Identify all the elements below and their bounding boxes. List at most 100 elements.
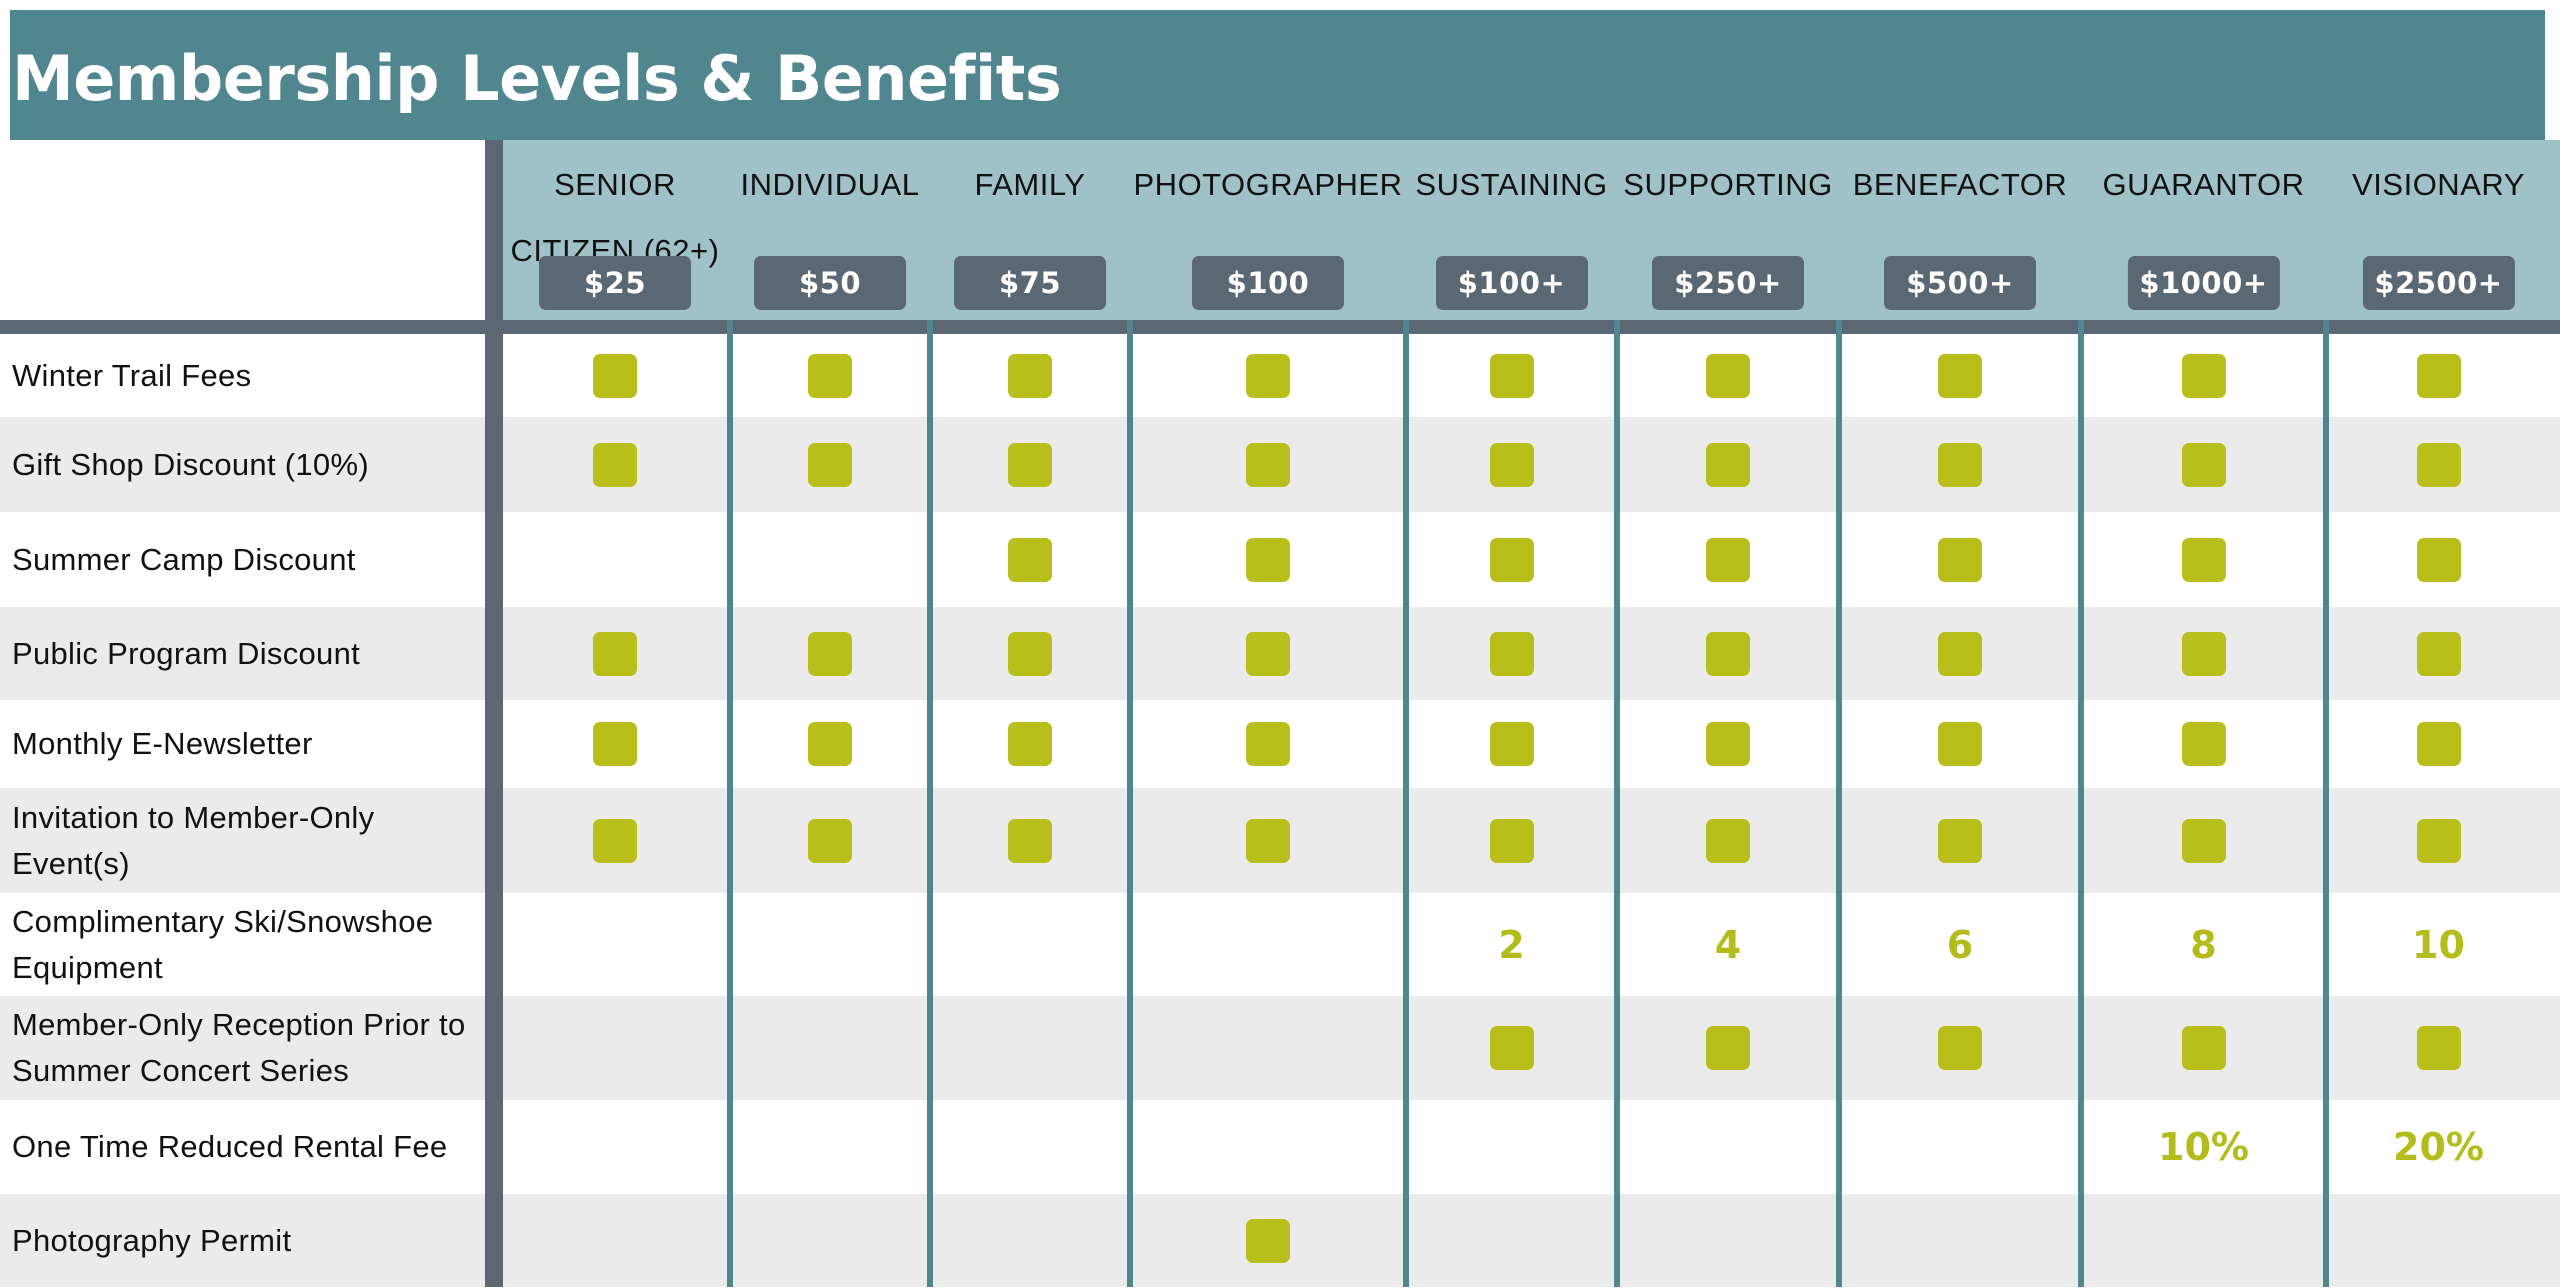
price-badge: $2500+ bbox=[2362, 256, 2515, 310]
check-mark-icon bbox=[1489, 1026, 1534, 1070]
benefit-cell bbox=[933, 996, 1127, 1100]
tier-header: SENIOR CITIZEN (62+) $25 bbox=[503, 140, 727, 320]
benefit-label: Winter Trail Fees bbox=[12, 357, 252, 393]
benefit-cell bbox=[1620, 700, 1836, 788]
check-mark-icon bbox=[1489, 442, 1534, 487]
benefit-cell bbox=[933, 334, 1127, 417]
price-badge: $250+ bbox=[1652, 256, 1804, 310]
price-badge: $100 bbox=[1192, 256, 1344, 310]
benefit-cell bbox=[1842, 700, 2078, 788]
benefit-cell bbox=[1133, 788, 1403, 893]
check-mark-icon bbox=[1008, 818, 1052, 863]
tier-header: SUSTAINING $100+ bbox=[1409, 140, 1614, 320]
column-divider bbox=[927, 140, 933, 1287]
benefit-value: 8 bbox=[2190, 922, 2217, 967]
benefit-cell bbox=[503, 893, 727, 996]
benefit-cell bbox=[733, 334, 927, 417]
check-mark-icon bbox=[1246, 722, 1290, 766]
benefit-value: 20% bbox=[2393, 1125, 2484, 1169]
tier-name: VISIONARY bbox=[2352, 167, 2525, 202]
check-mark-icon bbox=[1008, 442, 1052, 487]
row-edge bbox=[2548, 1194, 2560, 1287]
benefit-cell bbox=[733, 1100, 927, 1194]
benefit-cell bbox=[733, 607, 927, 700]
benefit-cell bbox=[1842, 1100, 2078, 1194]
benefit-cell: 10% bbox=[2084, 1100, 2323, 1194]
check-mark-icon bbox=[2416, 442, 2461, 487]
benefit-cell bbox=[1620, 788, 1836, 893]
benefit-cell bbox=[1842, 996, 2078, 1100]
benefit-cell bbox=[1620, 334, 1836, 417]
benefit-cell bbox=[2329, 607, 2548, 700]
benefit-cell bbox=[1133, 334, 1403, 417]
check-mark-icon bbox=[1489, 631, 1534, 676]
benefit-cell bbox=[1133, 607, 1403, 700]
benefit-cell bbox=[1133, 893, 1403, 996]
benefit-cell bbox=[1620, 607, 1836, 700]
benefit-cell bbox=[1409, 996, 1614, 1100]
check-mark-icon bbox=[808, 722, 852, 766]
check-mark-icon bbox=[2181, 722, 2226, 766]
column-divider bbox=[1403, 140, 1409, 1287]
check-mark-icon bbox=[808, 442, 852, 487]
check-mark-icon bbox=[1706, 442, 1750, 487]
benefit-cell bbox=[503, 1100, 727, 1194]
benefit-cell bbox=[733, 893, 927, 996]
benefit-cell: 2 bbox=[1409, 893, 1614, 996]
check-mark-icon bbox=[1246, 537, 1290, 582]
check-mark-icon bbox=[1706, 818, 1750, 863]
benefit-cell bbox=[503, 700, 727, 788]
check-mark-icon bbox=[1246, 631, 1290, 676]
benefit-cell bbox=[1409, 607, 1614, 700]
header-gap bbox=[727, 140, 733, 320]
check-mark-icon bbox=[2181, 353, 2226, 398]
check-mark-icon bbox=[1706, 353, 1750, 398]
check-mark-icon bbox=[1938, 353, 1982, 398]
benefit-cell bbox=[1133, 512, 1403, 607]
price-badge: $75 bbox=[954, 256, 1106, 310]
label-column-divider bbox=[485, 140, 503, 1287]
benefit-cell bbox=[1133, 996, 1403, 1100]
benefit-cell bbox=[1620, 512, 1836, 607]
row-edge bbox=[2548, 512, 2560, 607]
benefit-value: 4 bbox=[1714, 922, 1742, 967]
benefit-cell bbox=[503, 1194, 727, 1287]
benefit-cell bbox=[1133, 1100, 1403, 1194]
benefit-cell bbox=[733, 512, 927, 607]
check-mark-icon bbox=[1706, 537, 1750, 582]
row-edge bbox=[2548, 417, 2560, 512]
tier-name: GUARANTOR bbox=[2102, 167, 2305, 202]
check-mark-icon bbox=[1938, 442, 1982, 487]
tier-header: GUARANTOR $1000+ bbox=[2084, 140, 2323, 320]
header-gap bbox=[927, 140, 933, 320]
benefit-cell bbox=[2329, 1194, 2548, 1287]
benefit-cell bbox=[933, 788, 1127, 893]
check-mark-icon bbox=[1489, 818, 1534, 863]
price-badge: $100+ bbox=[1435, 256, 1588, 310]
benefit-cell bbox=[1133, 700, 1403, 788]
row-edge bbox=[2548, 788, 2560, 893]
column-divider bbox=[1614, 140, 1620, 1287]
check-mark-icon bbox=[593, 442, 637, 487]
benefit-cell bbox=[1620, 996, 1836, 1100]
benefit-cell bbox=[1620, 417, 1836, 512]
header-gap bbox=[1403, 140, 1409, 320]
header-gap bbox=[2323, 140, 2329, 320]
check-mark-icon bbox=[808, 353, 852, 398]
benefit-label: Complimentary Ski/Snowshoe Equipment bbox=[12, 903, 434, 985]
benefit-cell: 8 bbox=[2084, 893, 2323, 996]
row-edge bbox=[2548, 893, 2560, 996]
price-badge: $1000+ bbox=[2127, 256, 2280, 310]
benefit-cell bbox=[2329, 334, 2548, 417]
benefit-cell bbox=[2084, 700, 2323, 788]
row-edge bbox=[2548, 1100, 2560, 1194]
benefit-label: One Time Reduced Rental Fee bbox=[12, 1129, 448, 1164]
row-edge bbox=[2548, 996, 2560, 1100]
check-mark-icon bbox=[2181, 1026, 2226, 1070]
header-gap bbox=[2548, 140, 2560, 320]
benefit-cell bbox=[503, 334, 727, 417]
benefit-cell bbox=[2084, 996, 2323, 1100]
benefit-label: Photography Permit bbox=[0, 1194, 485, 1287]
header-divider bbox=[0, 320, 2560, 334]
